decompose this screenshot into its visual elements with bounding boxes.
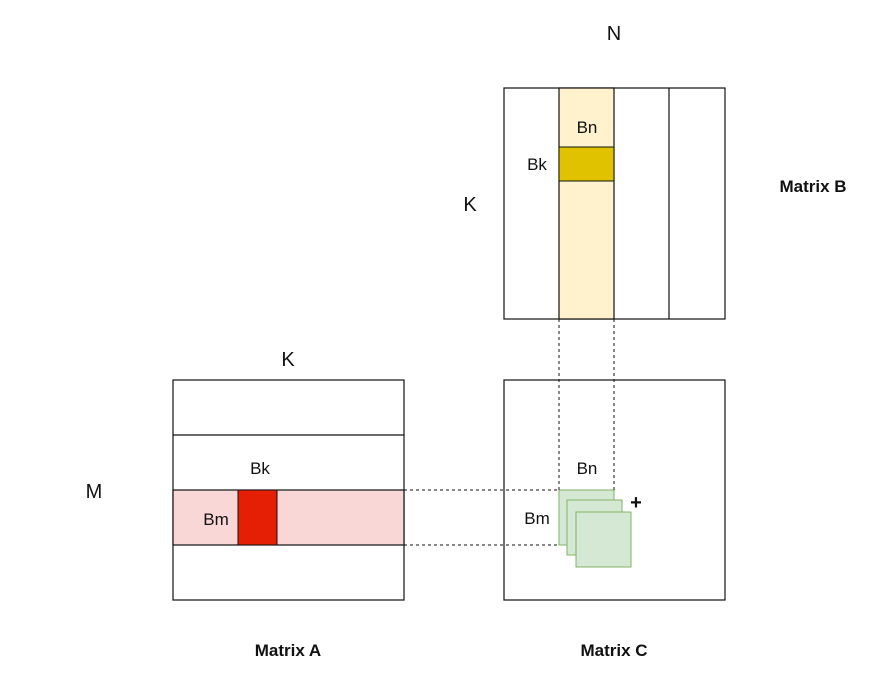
matrix-b-dim-n: N — [607, 23, 621, 45]
matrix-a-title: Matrix A — [255, 641, 321, 660]
matrix-b-bn-label: Bn — [577, 118, 598, 137]
matrix-a-dim-k: K — [281, 349, 295, 371]
matrix-a-bm-label: Bm — [203, 510, 229, 529]
matrix-a-dim-m: M — [86, 481, 103, 503]
matrix-a — [172, 379, 405, 601]
matrix-c-tile-3 — [575, 511, 632, 568]
matrix-b — [503, 87, 726, 320]
projection-lines — [404, 319, 615, 546]
matrix-a-row-block — [172, 489, 405, 546]
matrix-c-bn-label: Bn — [577, 459, 598, 478]
matrix-b-column-block — [558, 87, 615, 320]
matrix-c-bm-label: Bm — [524, 509, 550, 528]
matrix-b-bk-label: Bk — [527, 155, 547, 174]
matrix-c-accumulate-plus: + — [630, 492, 642, 514]
matrix-b-dim-k: K — [463, 194, 477, 216]
matrix-c-title: Matrix C — [580, 641, 647, 660]
matrix-b-title: Matrix B — [779, 177, 846, 196]
matrix-b-k-block — [558, 146, 615, 182]
matrix-a-k-block — [237, 489, 278, 546]
matrix-a-bk-label: Bk — [250, 459, 270, 478]
